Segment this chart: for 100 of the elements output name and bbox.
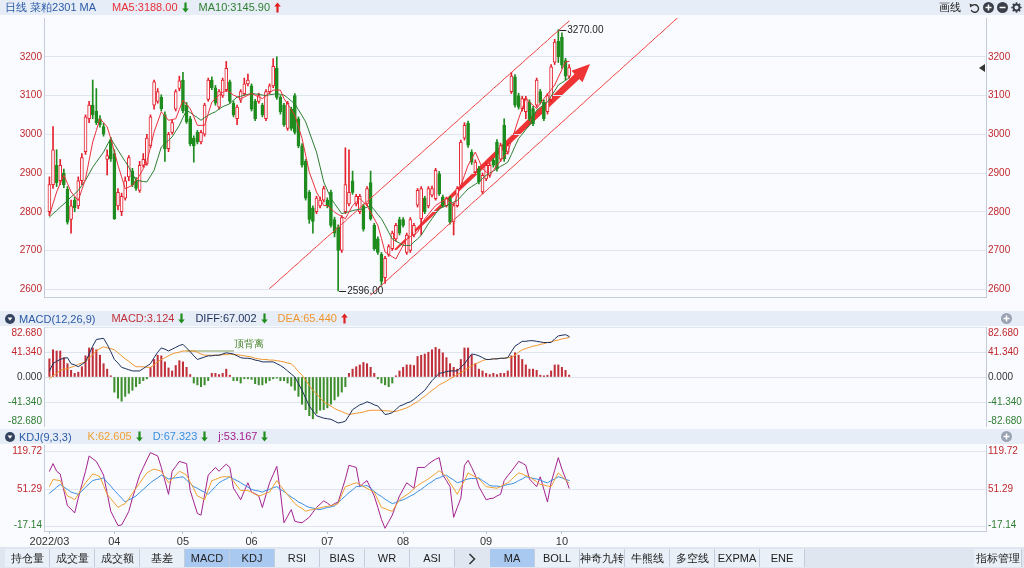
y2-tick-label: -17.14 (988, 518, 1017, 530)
text: 神奇九转 (580, 549, 625, 567)
y-tick-label: 3000 (19, 128, 43, 139)
text: 成交量 (50, 549, 95, 567)
text: EXPMA (715, 549, 760, 567)
y-tick-label: -82.680 (8, 414, 43, 426)
candlestick (495, 139, 499, 172)
text: MACD:3.124 (111, 311, 175, 326)
text: BOLL (535, 549, 580, 567)
candlestick (105, 149, 109, 176)
candlestick (159, 94, 164, 112)
candlestick (477, 166, 481, 185)
x-tick-label: 05 (176, 534, 190, 547)
y-tick-label: 82.680 (11, 326, 43, 338)
annotation: 2596.00 (347, 285, 384, 297)
x-tick-label: 2022/03 (29, 534, 70, 547)
candlestick (90, 79, 95, 120)
y-tick-label: 3200 (19, 50, 43, 62)
text: D:67.323 (152, 429, 198, 444)
chart-title: MACD(12,26,9) (19, 312, 96, 325)
text: 牛熊线 (625, 549, 670, 567)
text: j:53.167 (218, 429, 258, 444)
candlestick (206, 77, 211, 102)
y2-tick-label: 51.29 (988, 482, 1014, 494)
text: WR (365, 549, 410, 567)
candlestick (372, 223, 377, 251)
candlestick (72, 196, 77, 213)
candlestick (567, 64, 571, 79)
chart-title: KDJ(9,3,3) (19, 430, 72, 443)
candlestick (289, 106, 294, 131)
y2-tick-label: 119.72 (988, 445, 1019, 457)
candlestick (502, 118, 506, 162)
candlestick (325, 197, 330, 209)
y2-tick-label: 2600 (988, 283, 1011, 294)
y-tick-label: 51.29 (16, 482, 43, 494)
y-tick-label: 41.340 (11, 345, 43, 357)
y-tick-label: 2600 (19, 283, 43, 294)
text: KDJ (230, 549, 275, 567)
text: 成交额 (95, 549, 140, 567)
candlestick (224, 61, 229, 92)
candlestick (419, 186, 423, 236)
text: 指标管理 (974, 549, 1022, 567)
text: DEA:65.440 (277, 311, 337, 326)
candlestick (383, 255, 387, 284)
text: MA (490, 549, 535, 567)
annotation: 顶背离 (234, 337, 265, 349)
chart-title: 日线 菜粕2301 MA (5, 0, 97, 15)
candlestick (473, 159, 478, 175)
y2-tick-label: -82.680 (988, 414, 1023, 426)
text: DIFF:67.002 (195, 311, 257, 326)
y2-tick-label: 41.340 (988, 345, 1020, 357)
text: ENE (760, 549, 805, 567)
text: 画线 (939, 0, 961, 15)
y-tick-label: -41.340 (8, 395, 43, 407)
y2-tick-label: 3000 (988, 128, 1011, 139)
text: 基差 (140, 549, 185, 567)
text: MA5:3188.00 (112, 0, 178, 15)
y2-tick-label: 3100 (988, 89, 1011, 101)
candlestick (264, 89, 268, 122)
text: 持仓量 (5, 549, 50, 567)
text: MACD (185, 549, 230, 567)
y2-tick-label: 2800 (988, 205, 1011, 217)
candlestick (116, 188, 120, 211)
y-tick-label: 2800 (19, 205, 43, 217)
y2-tick-label: 2700 (988, 244, 1011, 256)
text: RSI (275, 549, 320, 567)
x-tick-label: 06 (245, 534, 258, 547)
text: BIAS (320, 549, 365, 567)
candlestick (173, 89, 178, 112)
x-tick-label: 07 (321, 534, 334, 547)
y-tick-label: 2700 (19, 244, 43, 256)
candlestick (163, 111, 167, 162)
text: MA10:3145.90 (198, 0, 271, 15)
candlestick (422, 195, 427, 215)
candlestick (69, 199, 73, 234)
candlestick (552, 38, 557, 65)
y2-tick-label: 2900 (988, 166, 1011, 178)
candlestick (235, 104, 239, 125)
candlestick (466, 120, 470, 148)
candlestick (152, 79, 156, 110)
candlestick (271, 58, 276, 89)
text: 多空线 (670, 549, 715, 567)
text: ASI (410, 549, 455, 567)
annotation: 3270.00 (567, 24, 604, 36)
x-tick-label: 08 (396, 534, 410, 547)
x-tick-label: 04 (108, 534, 121, 547)
candlestick (437, 171, 442, 196)
x-tick-label: 10 (555, 534, 569, 547)
y2-tick-label: 82.680 (988, 326, 1020, 338)
y2-tick-label: 0.000 (988, 370, 1014, 382)
y2-tick-label: 3200 (988, 50, 1011, 62)
candlestick (513, 74, 517, 108)
y-tick-label: 3100 (19, 89, 43, 101)
candlestick (459, 139, 463, 189)
y2-tick-label: -41.340 (988, 395, 1023, 407)
text: K:62.605 (87, 429, 132, 444)
candlestick (339, 215, 344, 253)
y-tick-label: 0.000 (16, 370, 43, 382)
y-tick-label: 2900 (19, 166, 43, 178)
x-tick-label: 09 (480, 534, 493, 547)
